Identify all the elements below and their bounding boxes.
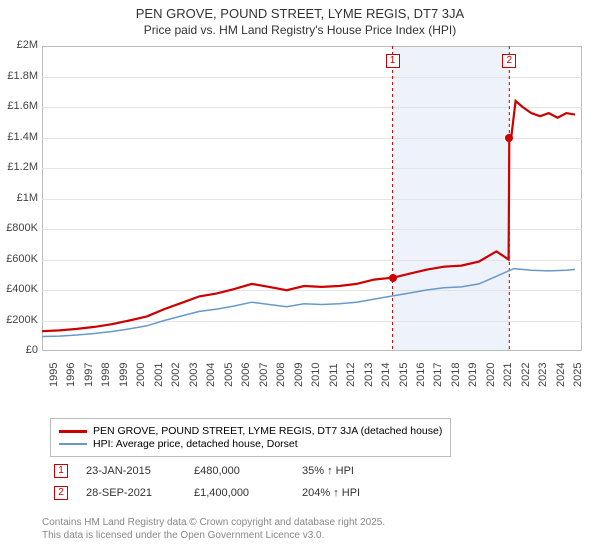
sale-marker-box: 2 <box>502 54 516 68</box>
line-price <box>42 101 575 331</box>
chart-svg <box>0 0 600 560</box>
sale-dot <box>389 274 397 282</box>
line-hpi <box>42 269 575 337</box>
sale-marker-box: 1 <box>386 54 400 68</box>
sale-dot <box>505 134 513 142</box>
